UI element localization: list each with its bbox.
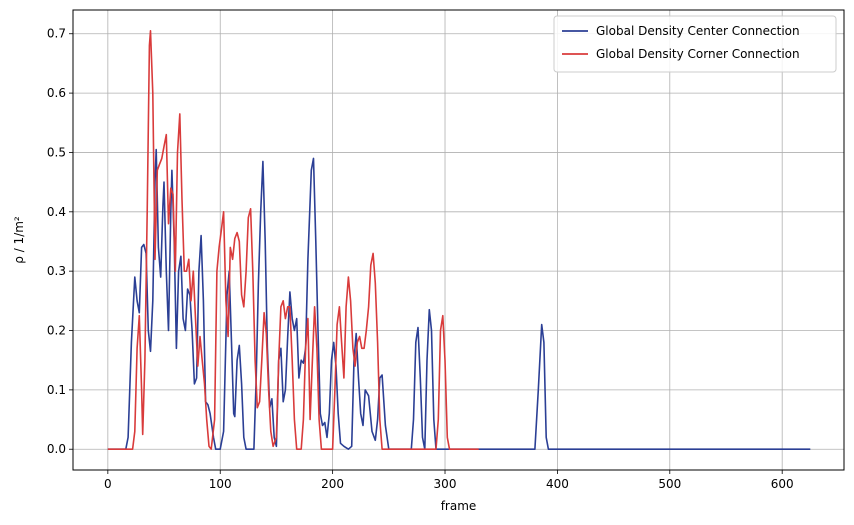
y-tick-label: 0.7: [47, 27, 66, 41]
x-tick-label: 100: [209, 477, 232, 491]
y-tick-label: 0.0: [47, 442, 66, 456]
y-tick-label: 0.1: [47, 383, 66, 397]
legend-box: [553, 15, 837, 73]
x-tick-label: 300: [434, 477, 457, 491]
x-tick-label: 200: [321, 477, 344, 491]
series-line-1: [107, 148, 811, 450]
y-axis-label: ρ / 1/m²: [12, 216, 26, 264]
y-tick-label: 0.2: [47, 324, 66, 338]
legend-label: Global Density Center Connection: [596, 24, 800, 38]
x-tick-label: 500: [658, 477, 681, 491]
y-tick-label: 0.4: [47, 205, 66, 219]
series-line-2: [107, 30, 479, 450]
y-tick-label: 0.5: [47, 145, 66, 159]
axis-ticks: 0 100 200 300 400 500 600 0.0 0.1 0.2 0.3 0.4 0.5 0.6…: [47, 27, 794, 491]
legend: Global Density Center Connection Global D…: [553, 15, 837, 73]
plot-frame: [72, 9, 845, 471]
grid-lines: [73, 10, 844, 470]
x-tick-label: 600: [771, 477, 794, 491]
x-tick-label: 400: [546, 477, 569, 491]
y-tick-label: 0.6: [47, 86, 66, 100]
x-axis-label: frame: [441, 499, 477, 513]
y-tick-label: 0.3: [47, 264, 66, 278]
legend-label: Global Density Corner Connection: [596, 47, 800, 61]
x-tick-label: 0: [104, 477, 112, 491]
series-layer: [107, 30, 811, 450]
